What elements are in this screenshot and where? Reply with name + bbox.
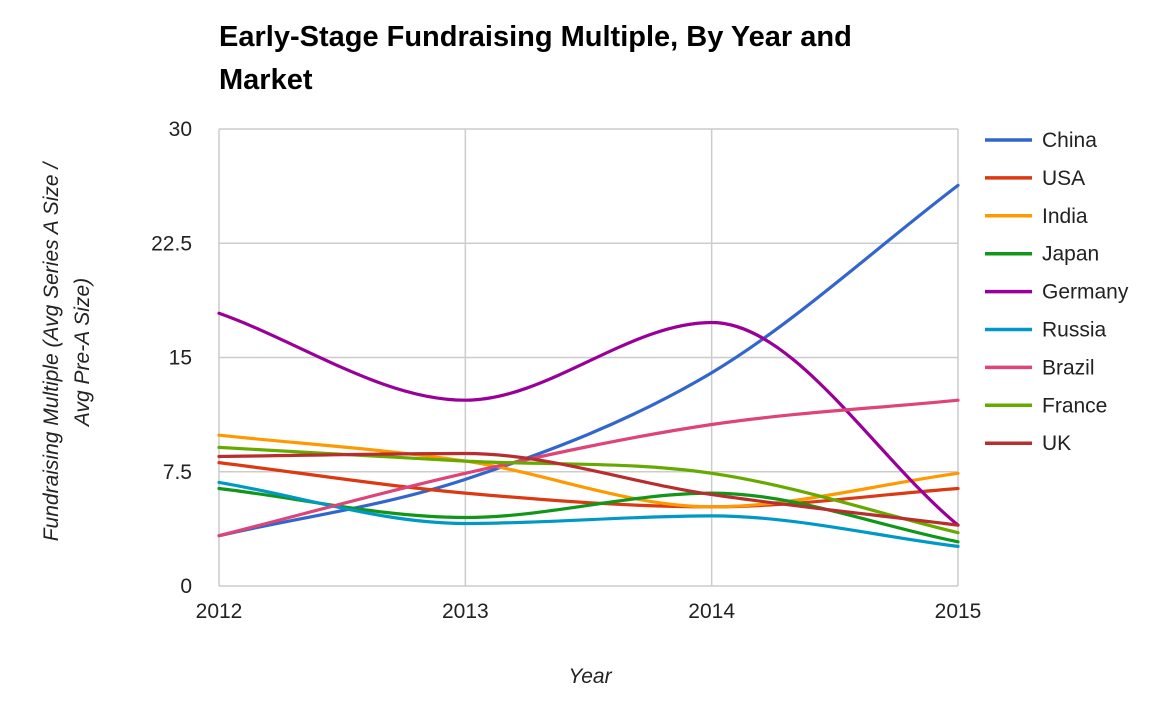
y-tick-label: 22.5: [151, 232, 192, 255]
y-tick-label: 0: [180, 575, 192, 598]
x-axis-ticks: 2012 2013 2014 2015: [196, 600, 982, 623]
legend-item-brazil[interactable]: Brazil: [985, 356, 1095, 379]
chart-title-line-1: Early-Stage Fundraising Multiple, By Yea…: [219, 21, 852, 53]
x-tick-label: 2014: [688, 600, 735, 623]
legend-item-russia[interactable]: Russia: [985, 319, 1107, 342]
legend-item-uk[interactable]: UK: [985, 432, 1071, 455]
series-line-japan: [217, 486, 960, 544]
legend-item-germany[interactable]: Germany: [985, 281, 1129, 304]
y-axis-title: Fundraising Multiple (Avg Series A Size …: [40, 161, 94, 542]
legend-label: Russia: [1042, 319, 1107, 342]
legend-item-china[interactable]: China: [985, 129, 1097, 152]
y-tick-label: 7.5: [163, 461, 192, 484]
legend-item-india[interactable]: India: [985, 205, 1088, 228]
legend-item-usa[interactable]: USA: [985, 167, 1085, 190]
legend-label: Japan: [1042, 243, 1099, 266]
legend-label: USA: [1042, 167, 1085, 190]
y-axis-title-line-2: Avg Pre-A Size): [71, 278, 94, 428]
x-axis-title: Year: [568, 665, 612, 688]
legend-label: Germany: [1042, 281, 1129, 304]
series-lines: [217, 183, 960, 548]
series-line-brazil: [217, 398, 960, 538]
x-tick-label: 2015: [935, 600, 982, 623]
gridlines: [218, 128, 959, 587]
legend[interactable]: China USA India Japan Germany Russia Brazil Fra…: [985, 129, 1129, 455]
y-tick-label: 30: [169, 118, 192, 141]
series-line-uk: [217, 451, 960, 527]
chart-title: Early-Stage Fundraising Multiple, By Yea…: [219, 21, 852, 96]
legend-label: India: [1042, 205, 1088, 228]
x-tick-label: 2012: [196, 600, 243, 623]
y-axis-ticks: 0 7.5 15 22.5 30: [151, 118, 192, 598]
x-tick-label: 2013: [442, 600, 489, 623]
series-line-russia: [217, 480, 960, 548]
y-tick-label: 15: [169, 347, 192, 370]
y-axis-title-line-1: Fundraising Multiple (Avg Series A Size …: [40, 161, 63, 542]
legend-item-japan[interactable]: Japan: [985, 243, 1099, 266]
legend-label: UK: [1042, 432, 1071, 455]
series-line-india: [217, 433, 960, 509]
legend-label: China: [1042, 129, 1097, 152]
legend-item-france[interactable]: France: [985, 394, 1107, 417]
legend-label: France: [1042, 394, 1107, 417]
chart-title-line-2: Market: [219, 64, 313, 96]
legend-label: Brazil: [1042, 356, 1095, 379]
series-line-germany: [217, 311, 960, 527]
